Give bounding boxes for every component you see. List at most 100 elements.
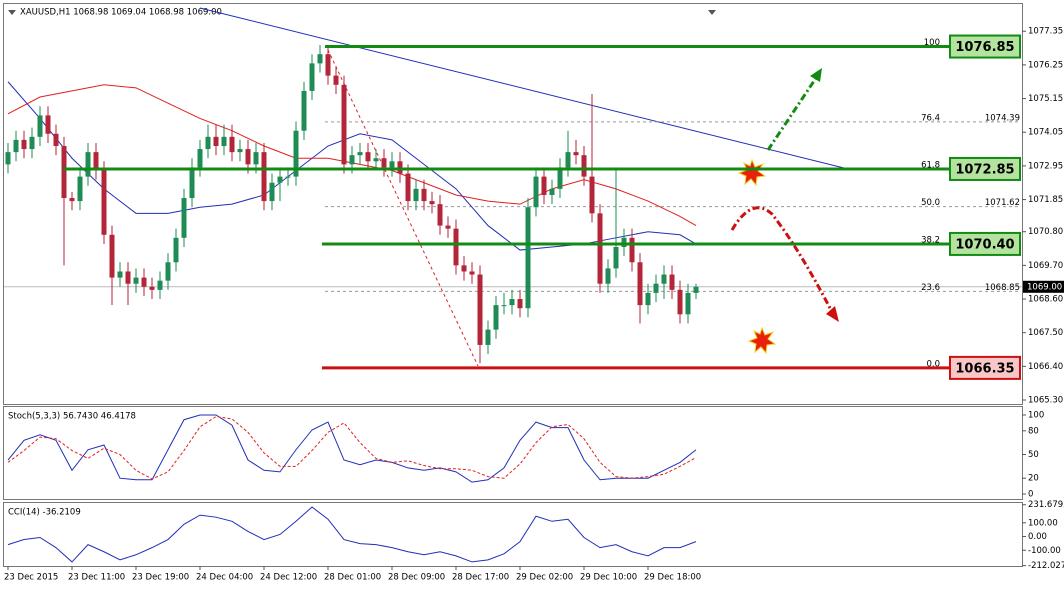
candle-body	[493, 305, 499, 330]
x-tick-label: 28 Dec 09:00	[388, 573, 445, 583]
y-tick-label: 80	[1028, 426, 1039, 436]
menu-marker[interactable]	[8, 10, 16, 15]
candle-body	[301, 90, 307, 131]
candle-body	[53, 133, 59, 147]
fib-level: 61.8	[921, 160, 940, 170]
y-tick-label: 1068.60	[1028, 295, 1063, 305]
candle-body	[413, 188, 419, 202]
candle-body	[109, 234, 115, 278]
y-tick-label: 100.00	[1028, 518, 1058, 528]
candle-body	[613, 246, 619, 269]
trend-line	[199, 7, 853, 171]
x-tick-label: 29 Dec 18:00	[644, 573, 701, 583]
candle-body	[125, 271, 131, 284]
fib-price: 1074.39	[985, 113, 1020, 123]
candle-body	[557, 167, 563, 189]
candle-body	[509, 299, 515, 306]
candle-body	[197, 149, 203, 168]
candle-body	[677, 289, 683, 315]
candle-body	[341, 84, 347, 165]
panel-frames	[3, 3, 1023, 567]
y-tick-label: 100	[1028, 410, 1044, 420]
x-tick-label: 29 Dec 02:00	[516, 573, 573, 583]
candle-body	[253, 152, 259, 165]
x-tick-label: 28 Dec 17:00	[452, 573, 509, 583]
y-tick-label: 1072.95	[1028, 161, 1063, 171]
candle-body	[189, 167, 195, 199]
indicator-line	[7, 414, 697, 483]
y-tick-label: 1069.70	[1028, 261, 1063, 271]
candle-body	[653, 283, 659, 293]
candle-body	[549, 188, 555, 195]
candle-body	[525, 207, 531, 309]
candle-body	[373, 158, 379, 162]
candle-body	[117, 271, 123, 278]
candle-body	[61, 146, 67, 199]
candle-body	[101, 170, 107, 235]
candle-body	[13, 139, 19, 153]
x-tick-label: 28 Dec 01:00	[324, 573, 381, 583]
candle-body	[293, 130, 299, 177]
fib-level: 23.6	[921, 283, 940, 293]
candle-body	[317, 54, 323, 64]
y-tick-label: 0	[1028, 489, 1033, 499]
indicator-line	[7, 506, 697, 563]
level-box	[949, 34, 1021, 59]
level-box	[949, 355, 1021, 380]
candle-body	[37, 115, 43, 137]
candle-body	[445, 225, 451, 229]
y-tick-label: 50	[1028, 450, 1039, 460]
candle-body	[141, 277, 147, 287]
candle-body	[221, 136, 227, 147]
candle-body	[469, 271, 475, 275]
y-tick-label: 1076.25	[1028, 60, 1063, 70]
level-label: 1066.35	[955, 361, 1014, 376]
level-label: 1070.40	[955, 237, 1014, 252]
candle-body	[621, 237, 627, 247]
candle-body	[589, 176, 595, 214]
candle-body	[69, 198, 75, 202]
fib-level: 76.4	[921, 113, 940, 123]
candle-body	[485, 329, 491, 345]
candle-body	[533, 176, 539, 208]
annotations	[730, 68, 839, 355]
candle-body	[685, 292, 691, 315]
candle-body	[277, 176, 283, 183]
candle-body	[605, 268, 611, 284]
x-tick-label: 23 Dec 19:00	[132, 573, 189, 583]
candle-body	[333, 75, 339, 85]
candle-body	[573, 152, 579, 156]
candle-body	[565, 152, 571, 168]
candle-body	[157, 280, 163, 290]
fib-level: 38.2	[921, 235, 940, 245]
candle-body	[669, 274, 675, 290]
y-tick-label: 231.6793	[1028, 500, 1064, 510]
candle-body	[477, 274, 483, 345]
fib-level: 50.0	[921, 198, 940, 208]
y-tick-label: 1077.35	[1028, 27, 1063, 37]
level-label: 1076.85	[955, 40, 1014, 55]
y-tick-label: -212.0273	[1028, 561, 1064, 571]
candle-body	[357, 152, 363, 156]
candle-body	[269, 182, 275, 202]
candle-body	[181, 198, 187, 238]
candle-body	[5, 152, 11, 165]
shift-marker[interactable]	[708, 10, 716, 15]
x-tick-label: 24 Dec 04:00	[196, 573, 253, 583]
fib-anchor-line	[327, 49, 479, 367]
indicator-title: Stoch(5,3,3) 56.7430 46.4178	[8, 412, 136, 422]
y-tick-label: 1065.30	[1028, 396, 1063, 406]
candle-body	[21, 139, 27, 150]
candle-body	[397, 161, 403, 174]
candle-body	[421, 188, 427, 202]
moving-average	[7, 81, 697, 251]
candle-body	[309, 63, 315, 91]
candle-body	[245, 149, 251, 165]
candle-body	[237, 149, 243, 153]
candle-body	[389, 161, 395, 168]
indicator-line	[7, 416, 697, 480]
candle-body	[149, 286, 155, 290]
y-tick-label: -100.00	[1028, 546, 1061, 556]
y-tick-label: 1066.40	[1028, 362, 1063, 372]
